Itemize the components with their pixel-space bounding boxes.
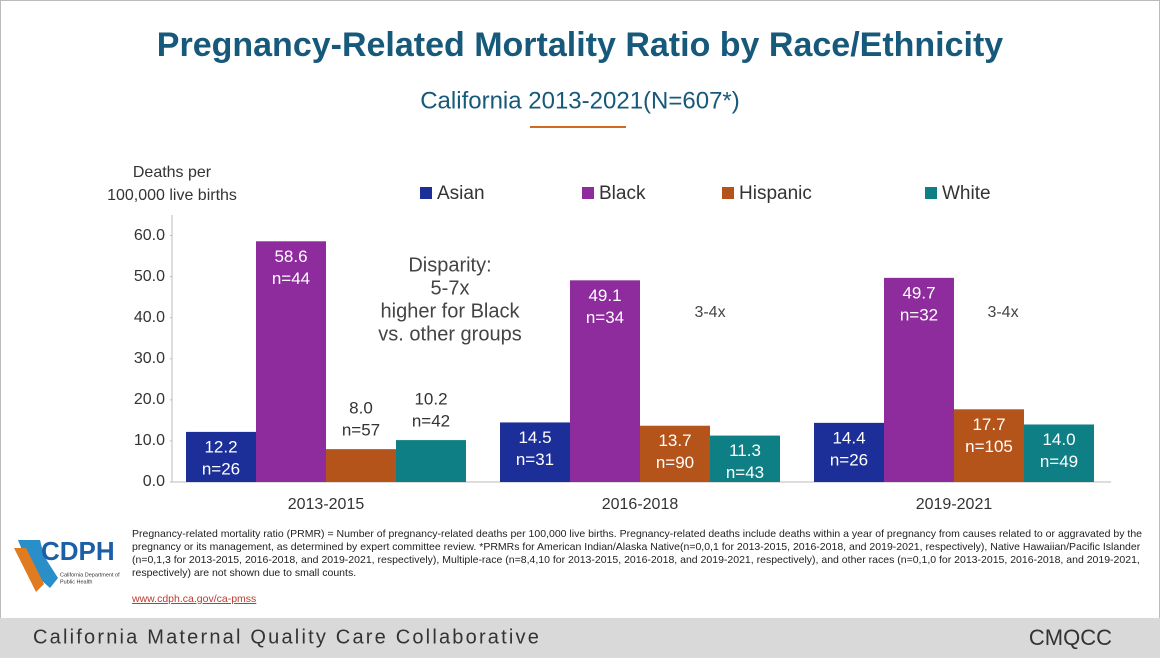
n-label: n=34 bbox=[586, 308, 624, 327]
bar bbox=[954, 409, 1024, 482]
bar bbox=[396, 440, 466, 482]
n-label: n=26 bbox=[202, 459, 240, 478]
footnote: Pregnancy-related mortality ratio (PRMR)… bbox=[132, 528, 1142, 579]
data-label: 14.0 bbox=[1042, 430, 1075, 449]
legend-label: White bbox=[942, 183, 991, 204]
y-tick-label: 30.0 bbox=[134, 350, 165, 367]
y-axis-label: Deaths per bbox=[133, 164, 212, 181]
bar bbox=[814, 422, 884, 482]
n-label: n=32 bbox=[900, 305, 938, 324]
annotation: higher for Black bbox=[381, 300, 521, 322]
chart-subtitle: California 2013-2021(N=607*) bbox=[420, 87, 740, 114]
y-axis-label: 100,000 live births bbox=[107, 187, 237, 204]
data-label: 49.7 bbox=[902, 283, 935, 302]
annotation: 3-4x bbox=[987, 304, 1018, 321]
chart-title: Pregnancy-Related Mortality Ratio by Rac… bbox=[157, 26, 1004, 64]
legend-label: Asian bbox=[437, 183, 485, 204]
bar bbox=[186, 431, 256, 482]
y-tick-label: 0.0 bbox=[143, 473, 165, 490]
logo-text: CDPH bbox=[41, 536, 115, 566]
footer-text: California Maternal Quality Care Collabo… bbox=[33, 626, 541, 648]
legend-swatch bbox=[722, 187, 734, 199]
x-tick-label: 2013-2015 bbox=[288, 496, 365, 513]
legend-label: Hispanic bbox=[739, 183, 812, 204]
y-tick-label: 40.0 bbox=[134, 309, 165, 326]
n-label: n=90 bbox=[656, 453, 694, 472]
legend-swatch bbox=[420, 187, 432, 199]
legend-label: Black bbox=[599, 183, 646, 204]
data-label: 10.2 bbox=[414, 390, 447, 409]
n-label: n=105 bbox=[965, 437, 1013, 456]
y-tick-label: 10.0 bbox=[134, 432, 165, 449]
n-label: n=31 bbox=[516, 450, 554, 469]
legend-swatch bbox=[582, 187, 594, 199]
bar bbox=[570, 280, 640, 482]
annotation: Disparity: bbox=[408, 254, 491, 276]
data-label: 8.0 bbox=[349, 399, 373, 418]
n-label: n=57 bbox=[342, 421, 380, 440]
data-label: 17.7 bbox=[972, 415, 1005, 434]
data-label: 14.5 bbox=[518, 428, 551, 447]
n-label: n=26 bbox=[830, 450, 868, 469]
bar bbox=[1024, 424, 1094, 482]
annotation: vs. other groups bbox=[378, 323, 521, 345]
legend-swatch bbox=[925, 187, 937, 199]
footer-brand: CMQCC bbox=[1029, 625, 1112, 650]
data-label: 14.4 bbox=[832, 428, 865, 447]
bar bbox=[640, 425, 710, 482]
bar bbox=[710, 435, 780, 482]
logo-caption: Public Health bbox=[60, 579, 92, 585]
annotation: 5-7x bbox=[431, 277, 470, 299]
x-tick-label: 2016-2018 bbox=[602, 496, 679, 513]
data-label: 12.2 bbox=[204, 437, 237, 456]
bar bbox=[256, 241, 326, 482]
data-label: 11.3 bbox=[729, 441, 761, 460]
annotation: 3-4x bbox=[694, 304, 725, 321]
n-label: n=49 bbox=[1040, 452, 1078, 471]
data-label: 13.7 bbox=[658, 431, 691, 450]
logo-caption: California Department of bbox=[60, 572, 120, 578]
n-label: n=43 bbox=[726, 463, 764, 482]
bar bbox=[884, 277, 954, 482]
n-label: n=42 bbox=[412, 412, 450, 431]
y-tick-label: 50.0 bbox=[134, 268, 165, 285]
logo-map-accent bbox=[14, 548, 44, 592]
data-label: 49.1 bbox=[588, 286, 621, 305]
bar bbox=[326, 449, 396, 482]
footer-bar bbox=[0, 618, 1160, 658]
n-label: n=44 bbox=[272, 269, 310, 288]
x-tick-label: 2019-2021 bbox=[916, 496, 993, 513]
data-label: 58.6 bbox=[274, 247, 307, 266]
y-tick-label: 60.0 bbox=[134, 227, 165, 244]
y-tick-label: 20.0 bbox=[134, 391, 165, 408]
source-link[interactable]: www.cdph.ca.gov/ca-pmss bbox=[132, 593, 257, 605]
bar bbox=[500, 422, 570, 482]
